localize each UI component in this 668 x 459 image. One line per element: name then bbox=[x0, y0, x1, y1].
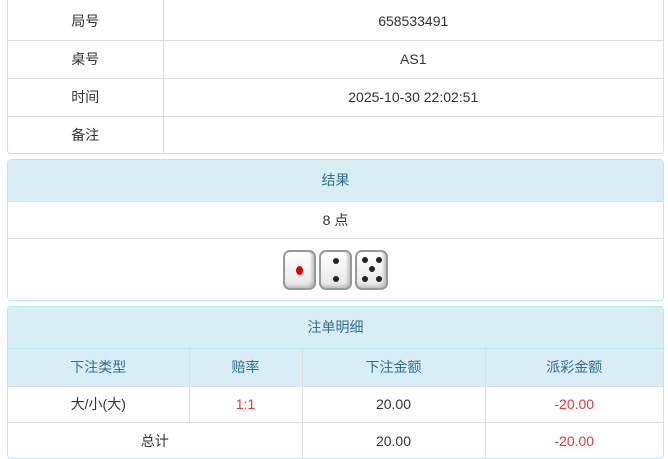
total-payout: -20.00 bbox=[484, 421, 663, 458]
col-bet-type: 下注类型 bbox=[8, 349, 190, 387]
die-5-icon bbox=[355, 250, 388, 290]
col-bet-amount: 下注金额 bbox=[301, 349, 486, 387]
payout: -20.00 bbox=[484, 385, 663, 423]
result-panel: 结果 8 点 bbox=[7, 159, 664, 301]
info-panel: 局号 658533491 桌号 AS1 时间 2025-10-30 22:02:51 … bbox=[7, 0, 664, 154]
col-odds: 赔率 bbox=[188, 349, 303, 387]
bet-detail-title: 注单明细 bbox=[8, 307, 663, 349]
table-row: 桌号 AS1 bbox=[8, 39, 663, 79]
bet-detail-panel: 注单明细 下注类型 赔率 下注金额 派彩金额 大/小(大) 1:1 20.00 … bbox=[7, 306, 664, 459]
info-table: 局号 658533491 桌号 AS1 时间 2025-10-30 22:02:51 … bbox=[8, 0, 663, 153]
col-payout: 派彩金额 bbox=[484, 349, 663, 387]
table-header-row: 下注类型 赔率 下注金额 派彩金额 bbox=[8, 349, 663, 387]
time-value: 2025-10-30 22:02:51 bbox=[162, 77, 663, 117]
round-id: 658533491 bbox=[162, 0, 663, 41]
info-label: 桌号 bbox=[8, 39, 164, 79]
info-label: 备注 bbox=[8, 115, 164, 153]
table-row: 时间 2025-10-30 22:02:51 bbox=[8, 77, 663, 117]
die-2-icon bbox=[319, 250, 352, 290]
remark-value bbox=[162, 115, 663, 153]
total-row: 总计 20.00 -20.00 bbox=[8, 421, 663, 458]
info-label: 局号 bbox=[8, 0, 164, 41]
info-label: 时间 bbox=[8, 77, 164, 117]
die-1-icon bbox=[283, 250, 316, 290]
total-label: 总计 bbox=[8, 421, 303, 458]
table-id: AS1 bbox=[162, 39, 663, 79]
bet-amount: 20.00 bbox=[301, 385, 486, 423]
table-row: 备注 bbox=[8, 115, 663, 153]
dice-row bbox=[8, 239, 663, 300]
table-row: 大/小(大) 1:1 20.00 -20.00 bbox=[8, 385, 663, 423]
bet-type: 大/小(大) bbox=[8, 385, 190, 423]
table-row: 局号 658533491 bbox=[8, 0, 663, 41]
odds: 1:1 bbox=[188, 385, 303, 423]
bet-table: 下注类型 赔率 下注金额 派彩金额 大/小(大) 1:1 20.00 -20.0… bbox=[8, 349, 663, 458]
total-amount: 20.00 bbox=[301, 421, 486, 458]
result-title: 结果 bbox=[8, 160, 663, 202]
result-points: 8 点 bbox=[8, 202, 663, 239]
